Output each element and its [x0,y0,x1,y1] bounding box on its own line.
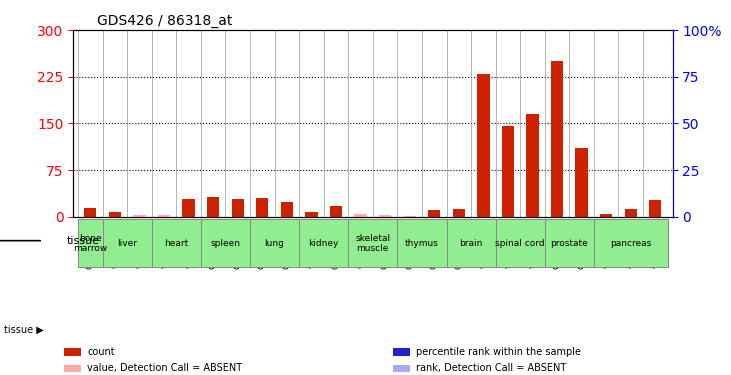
FancyBboxPatch shape [398,219,447,267]
FancyBboxPatch shape [201,219,250,267]
FancyBboxPatch shape [496,219,545,267]
Bar [624,209,637,217]
Text: prostate: prostate [550,239,588,248]
FancyBboxPatch shape [78,219,102,267]
Text: bone
marrow: bone marrow [73,234,107,253]
Bar [393,348,409,355]
Bar [84,208,96,217]
Text: brain: brain [459,239,482,248]
FancyBboxPatch shape [594,219,667,267]
FancyBboxPatch shape [152,219,201,267]
Bar [551,61,563,217]
Bar [379,215,391,217]
FancyBboxPatch shape [348,219,398,267]
Bar [183,199,194,217]
Text: lung: lung [265,239,284,248]
Bar [393,364,409,372]
Bar [133,215,145,217]
Bar [526,114,539,217]
Bar [649,201,662,217]
Bar [256,198,268,217]
Text: liver: liver [117,239,137,248]
FancyBboxPatch shape [545,219,594,267]
Text: rank, Detection Call = ABSENT: rank, Detection Call = ABSENT [417,363,567,374]
Bar [477,74,490,217]
FancyBboxPatch shape [447,219,496,267]
FancyBboxPatch shape [299,219,348,267]
Text: tissue ▶: tissue ▶ [4,325,43,335]
Text: GDS426 / 86318_at: GDS426 / 86318_at [97,13,232,28]
Text: count: count [88,347,115,357]
Bar [404,216,416,217]
Bar [64,348,80,355]
Bar [355,214,367,217]
Text: skeletal
muscle: skeletal muscle [355,234,390,253]
Bar [575,148,588,217]
Text: pancreas: pancreas [610,239,651,248]
Text: value, Detection Call = ABSENT: value, Detection Call = ABSENT [88,363,243,374]
Text: kidney: kidney [308,239,339,248]
Bar [452,209,465,217]
Bar [64,364,80,372]
Bar [600,213,613,217]
Bar [306,212,317,217]
Text: heart: heart [164,239,189,248]
Bar [428,210,440,217]
Text: tissue: tissue [67,236,100,246]
Bar [501,126,514,217]
Text: thymus: thymus [405,239,439,248]
FancyBboxPatch shape [250,219,299,267]
FancyBboxPatch shape [102,219,152,267]
Bar [281,202,293,217]
Bar [330,206,342,217]
Text: spinal cord: spinal cord [496,239,545,248]
Text: percentile rank within the sample: percentile rank within the sample [417,347,581,357]
Text: spleen: spleen [211,239,240,248]
Bar [158,215,170,217]
Bar [207,197,219,217]
Bar [109,212,121,217]
Bar [232,199,244,217]
